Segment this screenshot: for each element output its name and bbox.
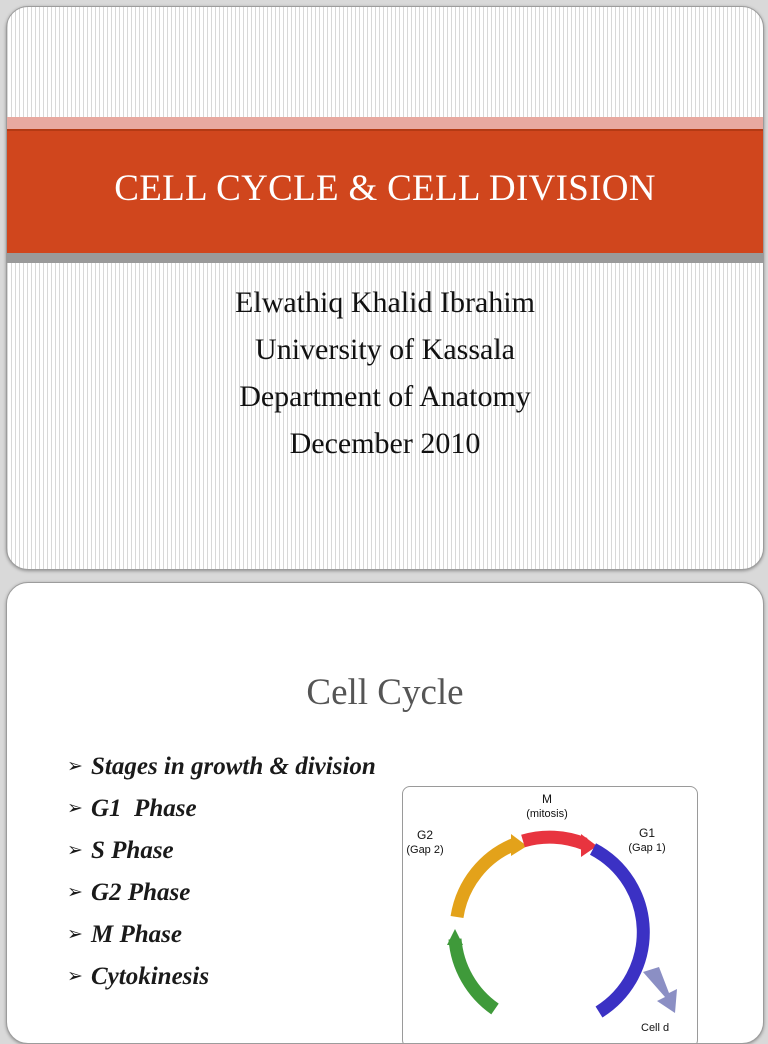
university-name: University of Kassala <box>255 333 515 366</box>
list-item: ➢ Cytokinesis <box>67 959 387 995</box>
bullet-arrow-icon: ➢ <box>67 882 83 903</box>
accent-bar-bottom <box>7 253 763 263</box>
cell-cycle-diagram: M (mitosis) G2 (Gap 2) G1 (Gap 1) Cell d <box>402 786 698 1043</box>
list-item: ➢ Stages in growth & division <box>67 749 387 785</box>
bullet-arrow-icon: ➢ <box>67 924 83 945</box>
list-item: ➢ M Phase <box>67 917 387 953</box>
g1-phase-arc <box>589 843 650 1018</box>
s-phase-arrow-icon <box>447 929 463 945</box>
cell-cycle-svg: M (mitosis) G2 (Gap 2) G1 (Gap 1) Cell d <box>406 792 677 1034</box>
accent-bar-top <box>7 117 763 129</box>
bullet-arrow-icon: ➢ <box>67 798 83 819</box>
list-item: ➢ S Phase <box>67 833 387 869</box>
s-phase-arc <box>448 938 499 1015</box>
department-name: Department of Anatomy <box>239 380 531 413</box>
g2-phase-arrow-icon <box>511 834 527 856</box>
title-slide[interactable]: CELL CYCLE & CELL DIVISION Elwathiq Khal… <box>6 6 764 570</box>
list-item: ➢ G1 Phase <box>67 791 387 827</box>
g2-sublabel: (Gap 2) <box>406 844 443 856</box>
g1-label: G1 <box>639 826 655 840</box>
title-banner <box>7 129 763 253</box>
presentation-date: December 2010 <box>289 427 481 460</box>
slide-heading: Cell Cycle <box>306 672 464 713</box>
m-phase-arrow-icon <box>581 834 597 857</box>
m-label: M <box>542 792 552 806</box>
bullet-arrow-icon: ➢ <box>67 756 83 777</box>
m-phase-arc <box>521 830 588 851</box>
g2-label: G2 <box>417 828 433 842</box>
slide-subtitle: Elwathiq Khalid Ibrahim University of Ka… <box>7 279 763 467</box>
slide-title: CELL CYCLE & CELL DIVISION <box>114 168 656 209</box>
bullet-list: ➢ Stages in growth & division ➢ G1 Phase ➢… <box>67 749 387 1001</box>
bullet-arrow-icon: ➢ <box>67 840 83 861</box>
bullet-arrow-icon: ➢ <box>67 966 83 987</box>
author-name: Elwathiq Khalid Ibrahim <box>235 286 535 319</box>
cell-cycle-slide[interactable]: Cell Cycle ➢ Stages in growth & division … <box>6 582 764 1044</box>
g2-phase-arc <box>450 837 518 919</box>
g1-sublabel: (Gap 1) <box>628 842 665 854</box>
list-item: ➢ G2 Phase <box>67 875 387 911</box>
m-sublabel: (mitosis) <box>526 808 568 820</box>
exit-arrow-icon <box>643 967 677 1013</box>
